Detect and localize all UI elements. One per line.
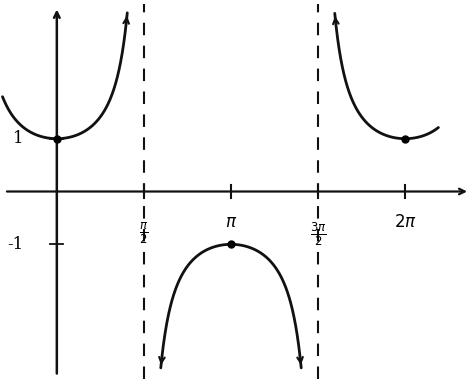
Text: $\frac{3\pi}{2}$: $\frac{3\pi}{2}$: [310, 221, 327, 248]
Text: $\pi$: $\pi$: [225, 214, 237, 231]
Text: -1: -1: [7, 236, 24, 253]
Text: 1: 1: [13, 130, 24, 147]
Text: $2\pi$: $2\pi$: [394, 214, 417, 231]
Text: $\frac{\pi}{2}$: $\frac{\pi}{2}$: [139, 221, 149, 246]
